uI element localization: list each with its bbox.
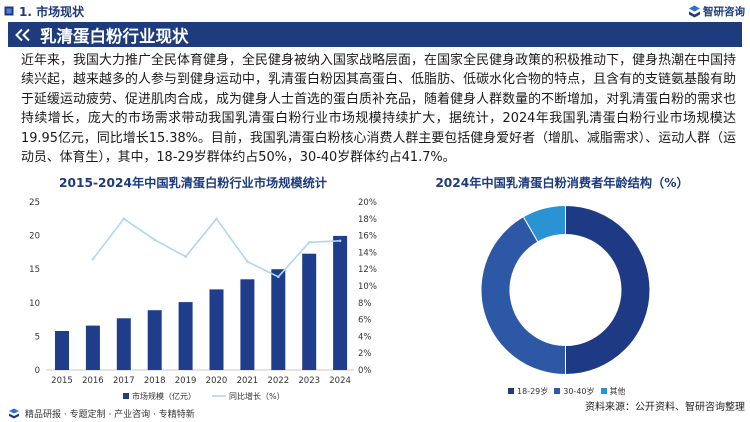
brand-logo-icon [689,5,700,17]
bar-2016 [85,325,100,370]
growth-point-2021 [246,260,249,263]
y-left-tick-label: 15 [29,265,40,275]
y-right-tick-label: 14% [358,248,377,258]
legend-item-other: 其他 [600,386,626,397]
legend-swatch-age-18-29 [508,388,514,394]
growth-point-2019 [184,255,187,258]
section-header: 1. 市场现状 [4,3,84,19]
x-tick-label: 2016 [82,376,104,386]
y-right-tick-label: 18% [358,215,377,225]
legend-label-age-18-29: 18-29岁 [517,386,549,396]
y-right-tick-label: 4% [358,332,372,342]
bar-2019 [178,302,193,370]
bar-2015 [55,331,69,370]
page-title: 乳清蛋白粉行业现状 [40,26,189,46]
y-left-tick-label: 20 [29,232,40,242]
growth-point-2020 [215,217,218,221]
legend-swatch-market-size [123,393,129,399]
growth-point-2024 [338,239,342,243]
bar-2023 [302,253,317,370]
x-tick-label: 2020 [206,376,228,386]
legend-item-age-30-40: 30-40岁 [554,386,595,397]
growth-point-2022 [277,275,280,279]
legend-label-age-30-40: 30-40岁 [563,386,595,396]
age-structure-chart-title: 2024年中国乳清蛋白粉消费者年龄结构（%） [435,176,689,190]
age-structure-donut-chart [480,204,651,376]
legend-item-growth: 同比增长（%） [212,391,285,402]
market-size-chart-title: 2015-2024年中国乳清蛋白粉行业市场规模统计 [59,176,327,190]
bar-2022 [271,269,286,370]
brand-logo-icon [9,408,19,419]
y-right-tick-label: 2% [358,349,372,359]
legend-swatch-other [600,388,607,394]
growth-point-2017 [122,217,126,221]
section-title: 1. 市场现状 [19,4,85,19]
footer-tagline: 精品研报 · 专题定制 · 产业咨询 · 专精特新 [25,410,195,420]
brand-logo: 智研咨询 [688,3,745,19]
legend-label-other: 其他 [609,386,626,396]
donut-slice-1 [565,204,651,376]
y-right-tick-label: 10% [358,282,377,292]
intro-paragraph: 近年来，我国大力推广全民体育健身，全民健身被纳入国家战略层面，在国家全民健身政策… [21,53,736,166]
x-tick-label: 2015 [51,376,73,386]
x-tick-label: 2022 [267,376,289,386]
growth-point-2018 [153,238,156,242]
y-left-tick-label: 25 [29,198,40,208]
growth-point-2016 [91,257,95,261]
y-left-tick-label: 0 [35,366,40,376]
y-left-tick-label: 10 [29,299,40,309]
legend-item-age-18-29: 18-29岁 [508,386,548,397]
y-right-tick-label: 6% [358,316,372,326]
y-right-tick-label: 0% [358,366,372,376]
y-right-tick-label: 12% [358,265,377,275]
source-note: 资料来源：公开资料、智研咨询整理 [585,402,745,413]
legend-swatch-growth [212,395,226,397]
double-chevron-left-icon [15,28,30,41]
cube-icon [4,6,14,16]
y-left-tick-label: 5 [35,332,40,342]
legend-item-market-size: 市场规模（亿元） [123,391,196,402]
legend-swatch-age-30-40 [554,388,561,394]
brand-logo-text: 智研咨询 [703,5,745,18]
donut-slice-2 [480,216,566,376]
x-tick-label: 2018 [144,376,166,386]
y-right-tick-label: 16% [358,232,377,242]
bar-2017 [116,318,131,370]
x-tick-label: 2024 [329,376,351,386]
bar-2018 [147,310,162,370]
legend-label-growth: 同比增长（%） [229,391,285,401]
donut-slice-3 [522,204,566,243]
bar-2020 [209,289,224,370]
market-size-legend: 市场规模（亿元） 同比增长（%） [123,391,301,401]
market-size-chart: 0 5 10 15 20 25 0% 2% 4% 6% 8% 10% 12% 14% 16% 18% 20% 20… [29,198,377,386]
bar-2024 [333,235,348,370]
title-banner: 乳清蛋白粉行业现状 [8,22,742,47]
x-tick-label: 2023 [298,376,320,386]
bar-2021 [240,279,255,370]
footer: 精品研报 · 专题定制 · 产业咨询 · 专精特新 [8,407,195,420]
age-structure-legend: 18-29岁 30-40岁 其他 [508,386,632,396]
legend-label-market-size: 市场规模（亿元） [132,391,196,401]
y-right-tick-label: 8% [358,299,372,309]
x-tick-label: 2019 [175,376,197,386]
x-tick-label: 2017 [113,376,135,386]
x-tick-label: 2021 [237,376,259,386]
y-right-tick-label: 20% [358,198,377,208]
growth-point-2023 [307,241,311,244]
